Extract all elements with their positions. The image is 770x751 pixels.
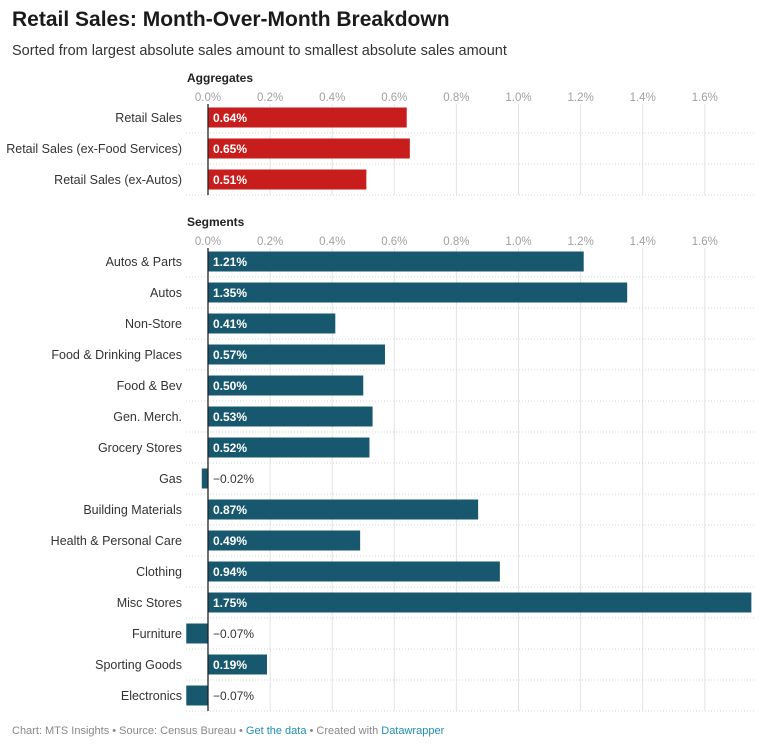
value-label: 0.57% [213,348,247,362]
value-label: 1.75% [213,596,247,610]
value-label: 0.50% [213,379,247,393]
get-data-link[interactable]: Get the data [245,725,307,737]
x-tick-label: 1.2% [567,236,593,248]
category-label: Building Materials [83,503,182,517]
x-tick-label: 0.6% [381,92,407,104]
x-tick-label: 0.6% [381,236,407,248]
bar [186,685,208,706]
bar [208,344,385,365]
value-label: 0.51% [213,173,247,187]
category-label: Sporting Goods [95,658,182,672]
x-tick-label: 0.2% [257,236,283,248]
category-label: Electronics [121,689,182,703]
category-label: Food & Drinking Places [51,348,182,362]
x-tick-label: 0.4% [319,236,345,248]
x-tick-label: 0.4% [319,92,345,104]
bar [208,313,336,334]
chart-footer: Chart: MTS Insights • Source: Census Bur… [12,725,444,737]
x-tick-label: 1.0% [505,92,531,104]
x-tick-label: 0.2% [257,92,283,104]
x-tick-label: 0.0% [195,236,221,248]
x-tick-label: 1.6% [692,92,718,104]
bar [208,592,752,613]
bar [208,282,628,303]
footer-credits: Chart: MTS Insights • Source: Census Bur… [12,725,246,737]
category-label: Health & Personal Care [51,534,182,548]
group-label: Segments [187,215,245,229]
category-label: Retail Sales (ex-Autos) [54,173,182,187]
value-label: 0.52% [213,441,247,455]
category-label: Clothing [136,565,182,579]
value-label: 0.41% [213,317,247,331]
value-label: −0.07% [213,627,254,641]
value-label: 0.94% [213,565,247,579]
x-tick-label: 1.4% [630,236,656,248]
category-label: Grocery Stores [98,441,182,455]
category-label: Misc Stores [117,596,182,610]
category-label: Furniture [132,627,182,641]
x-tick-label: 0.8% [443,92,469,104]
group-label: Aggregates [187,71,253,85]
value-label: 1.21% [213,255,247,269]
x-tick-label: 1.6% [692,236,718,248]
value-label: 1.35% [213,286,247,300]
bar [208,530,361,551]
bar [208,499,479,520]
bar [186,623,208,644]
bar [208,251,584,272]
bar [208,406,373,427]
category-label: Food & Bev [117,379,183,393]
bar [208,169,367,190]
bar [208,375,364,396]
value-label: 0.87% [213,503,247,517]
bar [208,654,267,675]
bar-chart: Aggregates 0.0% 0.2% 0.4% 0.6% 0.8% 1.0% 1.2% 1.… [6,71,754,712]
x-tick-label: 0.8% [443,236,469,248]
category-label: Gas [159,472,182,486]
value-label: −0.07% [213,689,254,703]
bar [208,437,370,458]
chart-subtitle: Sorted from largest absolute sales amoun… [12,43,507,59]
x-tick-label: 1.4% [630,92,656,104]
category-label: Autos & Parts [106,255,182,269]
value-label: 0.53% [213,410,247,424]
bar [208,107,407,128]
category-label: Retail Sales (ex-Food Services) [6,142,182,156]
category-label: Autos [150,286,182,300]
chart-title: Retail Sales: Month-Over-Month Breakdown [12,8,450,31]
datawrapper-link[interactable]: Datawrapper [381,725,445,737]
value-label: −0.02% [213,472,254,486]
value-label: 0.19% [213,658,247,672]
value-label: 0.64% [213,111,247,125]
value-label: 0.65% [213,142,247,156]
bar [208,561,500,582]
category-label: Non-Store [125,317,182,331]
x-tick-label: 1.2% [567,92,593,104]
bar [208,138,410,159]
bar [201,468,208,489]
category-label: Gen. Merch. [113,410,182,424]
x-tick-label: 0.0% [195,92,221,104]
footer-created-with: • Created with [306,725,382,737]
value-label: 0.49% [213,534,247,548]
x-tick-label: 1.0% [505,236,531,248]
category-label: Retail Sales [115,111,182,125]
